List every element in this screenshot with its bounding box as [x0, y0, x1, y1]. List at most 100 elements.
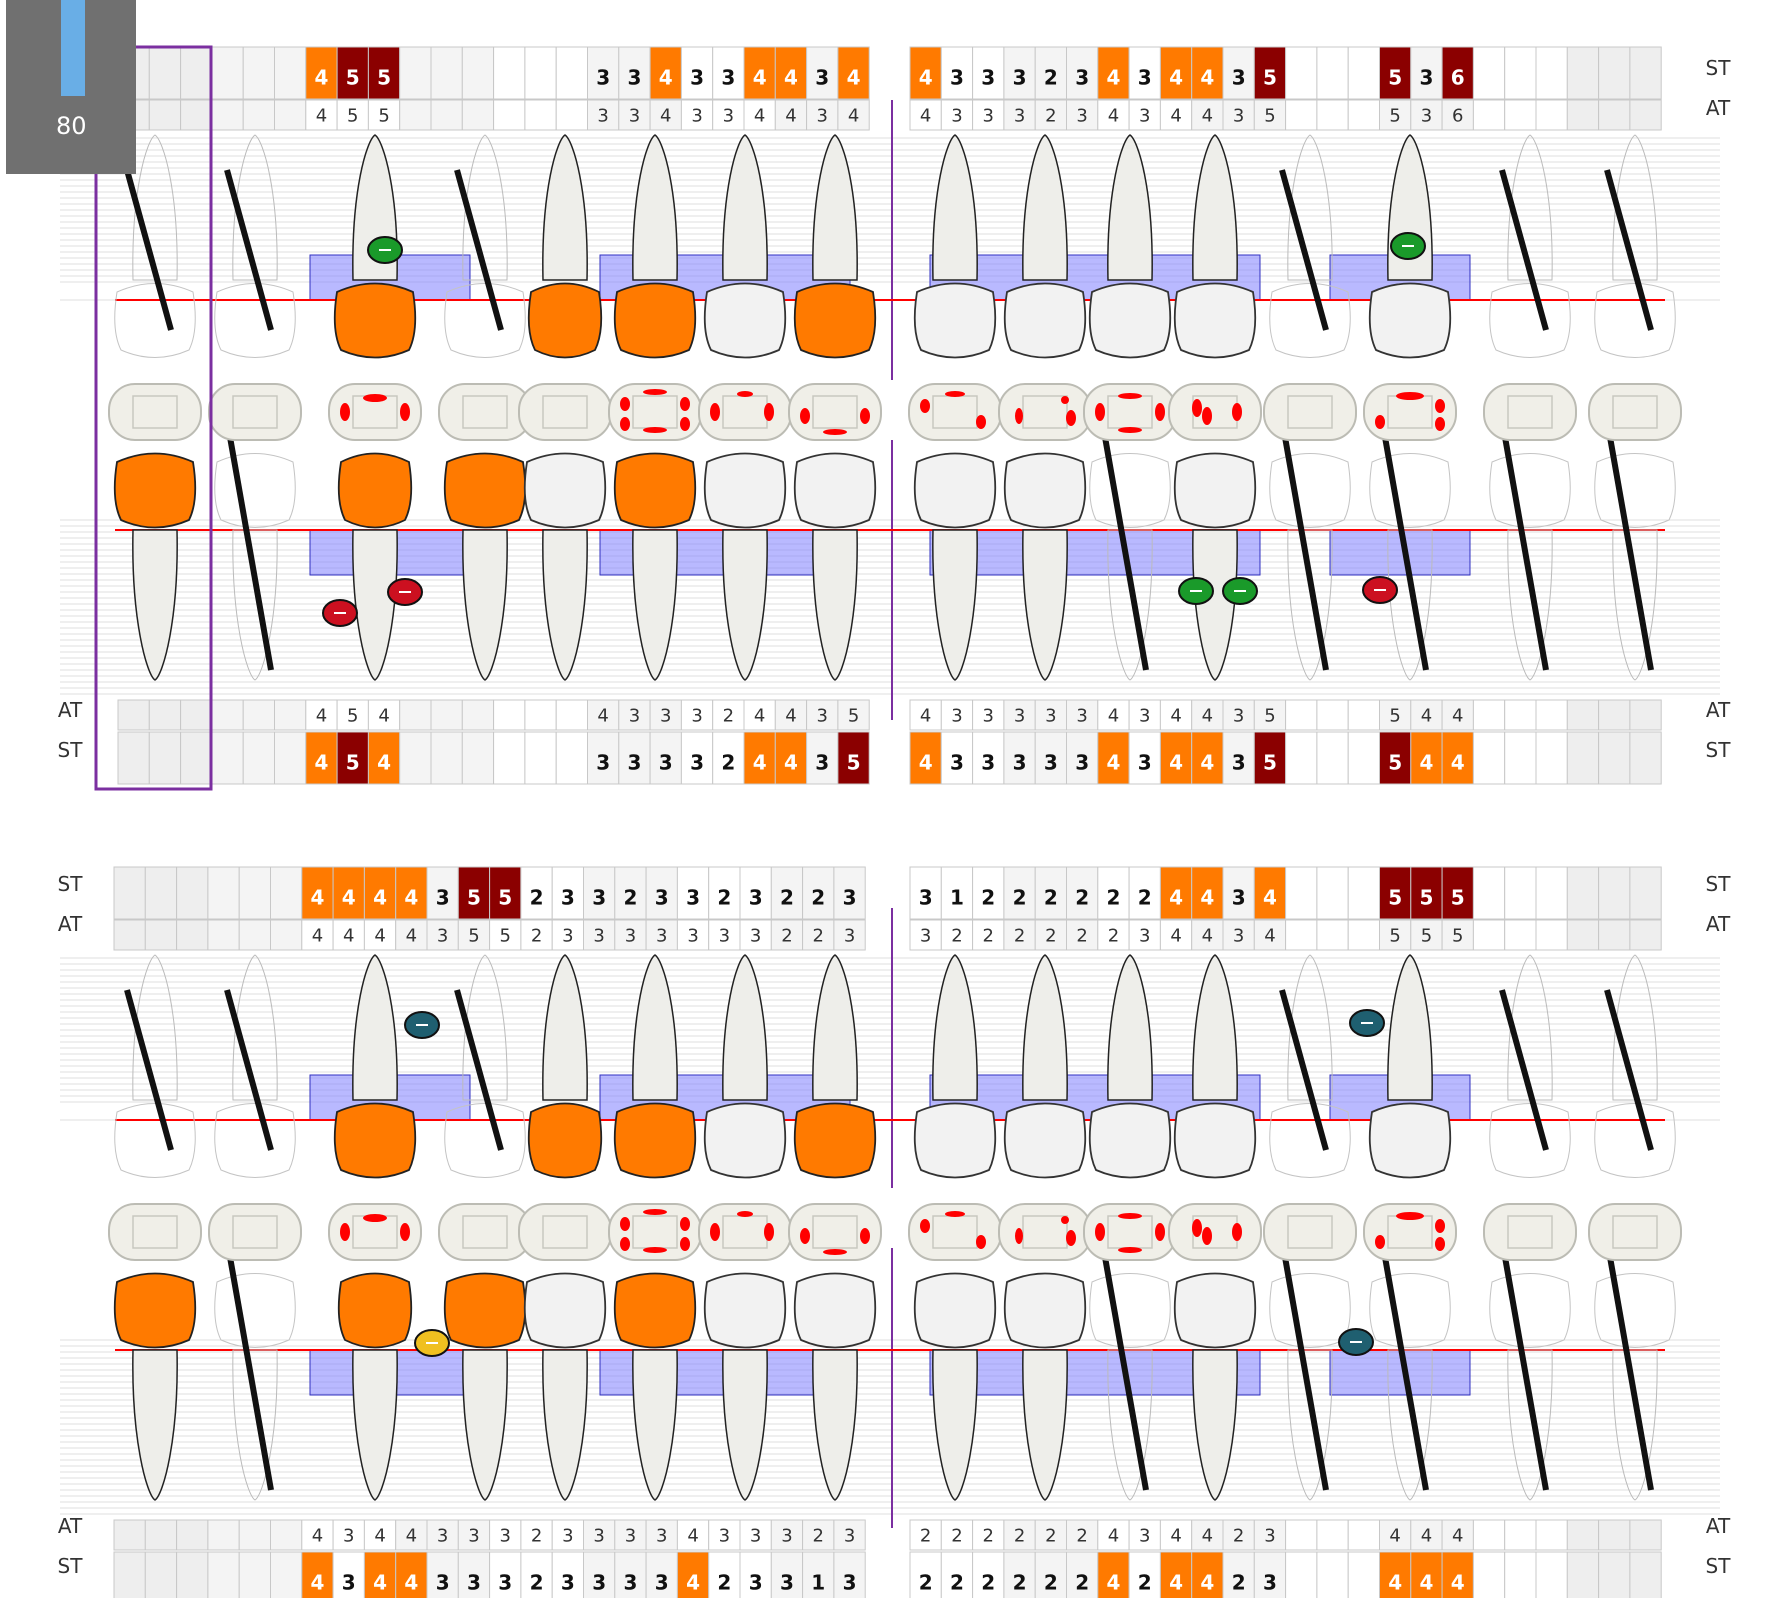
probe-cell[interactable] [583, 866, 616, 920]
probe-cell[interactable] [207, 919, 240, 951]
probe-cell[interactable] [1629, 1519, 1662, 1551]
occlusal-view[interactable] [1588, 383, 1682, 441]
probe-cell[interactable] [1441, 731, 1474, 785]
probe-cell[interactable] [1191, 46, 1224, 100]
tooth[interactable] [214, 1239, 296, 1501]
probe-cell[interactable] [712, 46, 745, 100]
tooth[interactable] [1088, 134, 1172, 359]
probe-cell[interactable] [489, 1551, 522, 1602]
probe-cell[interactable] [1222, 1551, 1255, 1602]
probe-cell[interactable] [1253, 46, 1287, 100]
probe-cell[interactable] [909, 99, 942, 131]
probe-cell[interactable] [1222, 919, 1255, 951]
probe-cell[interactable] [1472, 731, 1506, 785]
occlusal-view[interactable] [1263, 383, 1357, 441]
probe-cell[interactable] [1097, 1551, 1130, 1602]
probe-cell[interactable] [117, 699, 150, 731]
probe-cell[interactable] [1347, 699, 1380, 731]
probe-cell[interactable] [395, 1519, 428, 1551]
tooth[interactable] [527, 954, 603, 1179]
probe-cell[interactable] [1066, 46, 1099, 100]
tooth[interactable] [793, 452, 877, 681]
probe-cell[interactable] [524, 46, 557, 100]
probe-cell[interactable] [524, 731, 557, 785]
probe-cell[interactable] [1347, 866, 1380, 920]
probe-cell[interactable] [1191, 731, 1224, 785]
probe-cell[interactable] [940, 46, 974, 100]
probe-cell[interactable] [708, 1519, 741, 1551]
probe-cell[interactable] [739, 919, 772, 951]
probe-cell[interactable] [1253, 866, 1287, 920]
probe-cell[interactable] [1410, 1519, 1443, 1551]
probe-cell[interactable] [1034, 919, 1067, 951]
occlusal-view[interactable] [1588, 1203, 1682, 1261]
probe-cell[interactable] [1222, 866, 1255, 920]
probe-cell[interactable] [1379, 99, 1412, 131]
probe-cell[interactable] [274, 99, 307, 131]
probe-cell[interactable] [242, 99, 275, 131]
probe-cell[interactable] [1535, 1519, 1568, 1551]
probe-cell[interactable] [1441, 1519, 1474, 1551]
tooth[interactable] [613, 134, 697, 359]
probe-cell[interactable] [211, 731, 244, 785]
probe-cell[interactable] [1566, 731, 1600, 785]
probe-cell[interactable] [1285, 46, 1318, 100]
probe-cell[interactable] [430, 699, 463, 731]
probe-cell[interactable] [774, 99, 808, 131]
probe-cell[interactable] [1285, 866, 1318, 920]
probe-cell[interactable] [972, 1519, 1005, 1551]
probe-cell[interactable] [1598, 866, 1631, 920]
probe-cell[interactable] [1566, 46, 1600, 100]
probe-cell[interactable] [367, 731, 401, 785]
probe-cell[interactable] [148, 99, 182, 131]
probe-cell[interactable] [1034, 1551, 1067, 1602]
probe-cell[interactable] [1472, 866, 1506, 920]
probe-cell[interactable] [1598, 1551, 1631, 1602]
probe-cell[interactable] [207, 1519, 240, 1551]
probe-cell[interactable] [802, 866, 835, 920]
probe-cell[interactable] [1034, 731, 1067, 785]
probe-cell[interactable] [144, 919, 178, 951]
probe-cell[interactable] [1472, 919, 1506, 951]
probe-cell[interactable] [493, 731, 526, 785]
probe-cell[interactable] [242, 731, 275, 785]
probe-cell[interactable] [1410, 46, 1443, 100]
probe-cell[interactable] [587, 731, 620, 785]
probe-cell[interactable] [1379, 866, 1412, 920]
probe-cell[interactable] [1034, 866, 1067, 920]
occlusal-view[interactable] [1363, 1203, 1457, 1261]
probe-cell[interactable] [1379, 731, 1412, 785]
occlusal-view[interactable] [1083, 1203, 1177, 1261]
probe-cell[interactable] [148, 731, 182, 785]
probe-cell[interactable] [1253, 1519, 1287, 1551]
probe-cell[interactable] [1598, 699, 1631, 731]
probe-cell[interactable] [774, 699, 808, 731]
probe-cell[interactable] [1316, 1551, 1349, 1602]
probe-cell[interactable] [238, 919, 271, 951]
probe-cell[interactable] [1472, 46, 1506, 100]
probe-cell[interactable] [113, 1551, 146, 1602]
probe-cell[interactable] [1598, 46, 1631, 100]
occlusal-view[interactable] [788, 383, 882, 441]
probe-cell[interactable] [301, 866, 334, 920]
probe-cell[interactable] [1003, 919, 1036, 951]
probe-cell[interactable] [332, 866, 365, 920]
probe-cell[interactable] [1316, 699, 1349, 731]
probe-cell[interactable] [1128, 866, 1161, 920]
tooth[interactable] [1088, 954, 1172, 1179]
probe-cell[interactable] [1222, 99, 1255, 131]
probe-cell[interactable] [1441, 919, 1474, 951]
probe-cell[interactable] [489, 866, 522, 920]
tooth[interactable] [114, 134, 196, 358]
tooth[interactable] [114, 954, 196, 1178]
occlusal-view[interactable] [518, 1203, 612, 1261]
probe-cell[interactable] [274, 731, 307, 785]
probe-cell[interactable] [148, 46, 182, 100]
probe-cell[interactable] [1629, 866, 1662, 920]
probe-cell[interactable] [1159, 46, 1193, 100]
tooth[interactable] [703, 452, 787, 681]
probe-cell[interactable] [211, 46, 244, 100]
tooth[interactable] [443, 452, 527, 681]
probe-cell[interactable] [238, 1519, 271, 1551]
probe-cell[interactable] [457, 1551, 491, 1602]
